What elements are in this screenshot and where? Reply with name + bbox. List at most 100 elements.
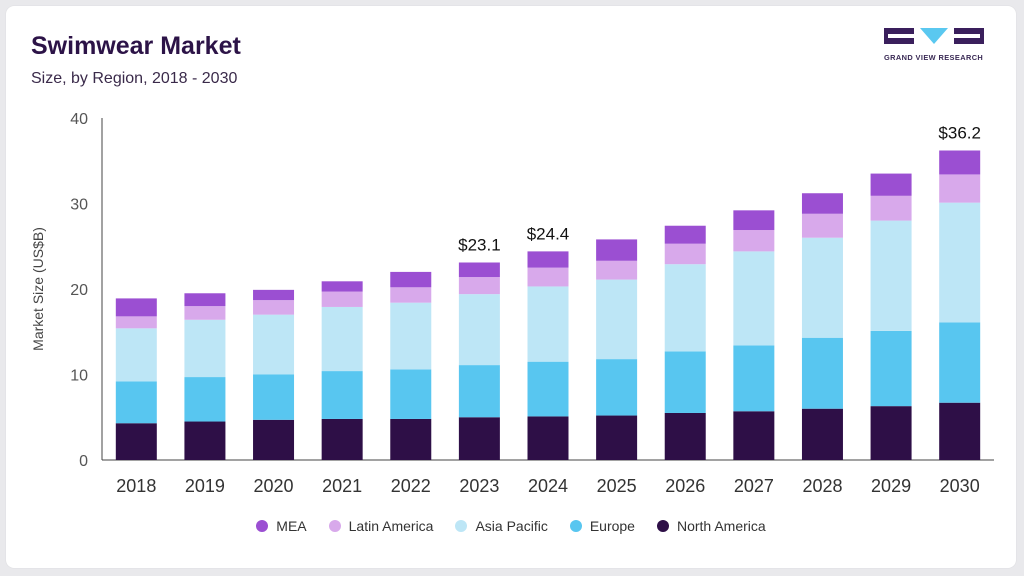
chart-subtitle: Size, by Region, 2018 - 2030 xyxy=(31,70,238,87)
bar-segment-asia-pacific xyxy=(184,319,226,378)
bar-segment-asia-pacific xyxy=(321,306,363,372)
x-tick-label: 2023 xyxy=(459,476,499,496)
bar-segment-north-america xyxy=(596,415,638,460)
bar-segment-latin-america xyxy=(321,291,363,307)
bar-segment-europe xyxy=(184,377,226,422)
bar-segment-north-america xyxy=(458,417,500,460)
bar-segment-mea xyxy=(184,293,226,307)
bar-segment-asia-pacific xyxy=(801,237,843,338)
legend-swatch xyxy=(328,520,341,532)
bar-segment-north-america xyxy=(184,421,226,460)
bar-segment-europe xyxy=(527,361,569,417)
x-tick-label: 2027 xyxy=(734,476,774,496)
bar-segment-mea xyxy=(321,281,363,292)
legend-swatch xyxy=(656,520,669,532)
legend-label: Asia Pacific xyxy=(475,518,548,534)
bar-segment-asia-pacific xyxy=(253,314,295,375)
bar-segment-europe xyxy=(870,330,912,407)
bar-segment-europe xyxy=(664,351,706,413)
bar-segment-mea xyxy=(664,225,706,244)
total-data-label: $36.2 xyxy=(938,123,981,142)
bar-segment-north-america xyxy=(321,418,363,460)
bar-segment-latin-america xyxy=(939,174,981,203)
bar-segment-mea xyxy=(801,193,843,214)
bar-segment-latin-america xyxy=(527,267,569,287)
bar-segment-asia-pacific xyxy=(664,264,706,352)
x-tick-label: 2025 xyxy=(597,476,637,496)
x-tick-label: 2021 xyxy=(322,476,362,496)
bar-segment-mea xyxy=(458,262,500,278)
bar-segment-europe xyxy=(390,369,432,419)
bar-segment-europe xyxy=(596,359,638,416)
bar-segment-europe xyxy=(939,322,981,403)
bar-segment-europe xyxy=(733,345,775,412)
x-tick-label: 2030 xyxy=(940,476,980,496)
y-tick-label: 10 xyxy=(70,368,88,385)
bar-segment-europe xyxy=(321,371,363,419)
bar-segment-north-america xyxy=(664,412,706,460)
bar-segment-mea xyxy=(939,150,981,175)
legend-item: MEA xyxy=(256,518,307,534)
bar-segment-north-america xyxy=(390,418,432,460)
x-tick-label: 2024 xyxy=(528,476,568,496)
bar-segment-mea xyxy=(733,210,775,231)
y-axis-label: Market Size (US$B) xyxy=(30,227,46,351)
legend-swatch xyxy=(569,520,582,532)
legend-swatch xyxy=(455,520,468,532)
bar-segment-mea xyxy=(527,251,569,268)
y-tick-label: 20 xyxy=(70,282,88,299)
bar-segment-europe xyxy=(253,374,295,420)
bar-segment-latin-america xyxy=(870,195,912,221)
bar-segment-mea xyxy=(596,239,638,261)
legend-label: MEA xyxy=(276,518,307,534)
bar-segment-latin-america xyxy=(253,300,295,315)
bar-segment-europe xyxy=(115,381,157,424)
total-data-label: $24.4 xyxy=(527,224,570,243)
x-tick-label: 2020 xyxy=(254,476,294,496)
chart-title: Swimwear Market xyxy=(31,32,241,60)
chart-card: Swimwear Market Size, by Region, 2018 - … xyxy=(6,6,1016,568)
bar-segment-latin-america xyxy=(390,287,432,303)
legend-item: Latin America xyxy=(328,518,434,534)
legend-item: Asia Pacific xyxy=(455,518,548,534)
bar-segment-asia-pacific xyxy=(939,202,981,323)
bar-segment-asia-pacific xyxy=(458,294,500,366)
x-tick-label: 2018 xyxy=(116,476,156,496)
bar-segment-north-america xyxy=(801,408,843,460)
bar-segment-latin-america xyxy=(664,243,706,265)
chart-legend: MEA Latin America Asia Pacific Europe North … xyxy=(6,518,1016,534)
y-tick-label: 40 xyxy=(70,111,88,128)
bar-segment-mea xyxy=(115,298,157,317)
bar-segment-north-america xyxy=(939,402,981,460)
bar-segment-mea xyxy=(253,289,295,301)
y-tick-label: 30 xyxy=(70,197,88,214)
bar-segment-mea xyxy=(870,173,912,196)
bar-segment-asia-pacific xyxy=(390,302,432,370)
bar-segment-north-america xyxy=(253,419,295,460)
legend-item: North America xyxy=(656,518,766,534)
legend-swatch xyxy=(256,520,269,532)
grand-view-research-logo-icon xyxy=(884,28,984,44)
bar-segment-asia-pacific xyxy=(733,251,775,346)
bar-segment-asia-pacific xyxy=(870,220,912,331)
bar-segment-north-america xyxy=(733,411,775,460)
logo-text: GRAND VIEW RESEARCH xyxy=(884,53,984,62)
bar-segment-latin-america xyxy=(801,213,843,238)
y-tick-label: 0 xyxy=(79,453,88,470)
bar-segment-europe xyxy=(801,337,843,409)
x-tick-label: 2028 xyxy=(802,476,842,496)
bar-segment-asia-pacific xyxy=(115,328,157,382)
bar-segment-latin-america xyxy=(733,230,775,252)
bar-segment-asia-pacific xyxy=(527,286,569,362)
legend-label: Latin America xyxy=(348,518,434,534)
bar-segment-north-america xyxy=(115,423,157,460)
x-tick-label: 2029 xyxy=(871,476,911,496)
bar-segment-asia-pacific xyxy=(596,279,638,360)
bar-segment-mea xyxy=(390,271,432,288)
bar-segment-latin-america xyxy=(184,306,226,320)
bar-segment-latin-america xyxy=(458,277,500,295)
total-data-label: $23.1 xyxy=(458,235,501,254)
x-tick-label: 2026 xyxy=(665,476,705,496)
bar-segment-north-america xyxy=(527,416,569,460)
